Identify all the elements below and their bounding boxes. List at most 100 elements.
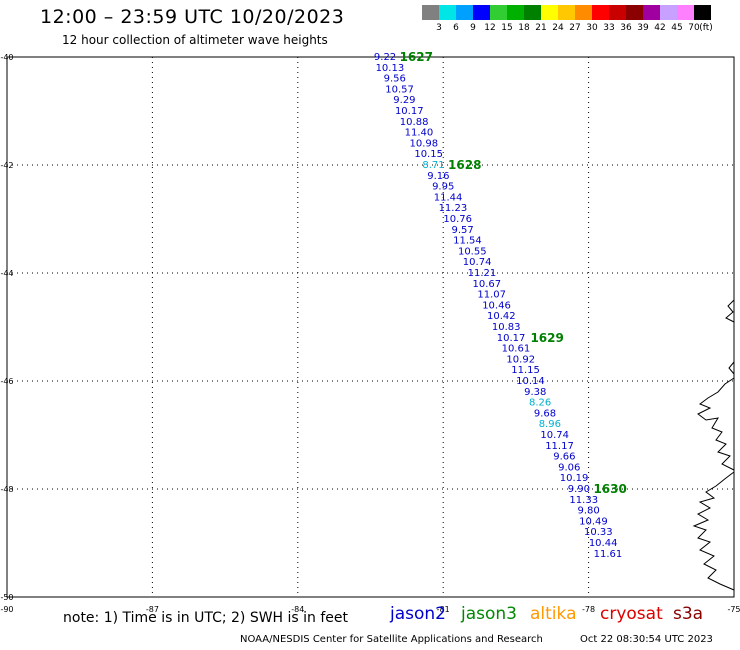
color-scale-label: 27 [569,23,581,33]
color-swatch [422,5,439,20]
color-scale-label: 3 [436,23,442,33]
time-label: 1627 [400,50,433,64]
chart-subtitle: 12 hour collection of altimeter wave hei… [62,33,328,47]
color-swatch [439,5,456,20]
wave-height-label: 11.07 [477,290,506,301]
wave-height-label: 11.40 [405,128,434,139]
color-swatch [490,5,507,20]
wave-height-label: 10.13 [376,63,405,74]
wave-height-label: 10.88 [400,117,429,128]
color-swatch [626,5,643,20]
color-swatch [558,5,575,20]
x-tick-label: -90 [0,605,13,614]
x-tick-label: -81 [437,605,450,614]
satellite-label-jason2: jason2 [390,604,446,624]
wave-height-label: 11.15 [511,365,540,376]
wave-height-label: 11.21 [468,268,497,279]
time-label: 1630 [593,482,626,496]
color-scale-label: 30 [586,23,598,33]
y-tick-label: -44 [0,269,13,278]
y-tick-label: -50 [0,593,13,602]
wave-height-label: 10.83 [492,322,521,333]
wave-height-label: 11.33 [569,495,598,506]
coastline [692,299,735,591]
x-tick-label: -84 [291,605,304,614]
wave-height-label: 9.90 [568,484,590,495]
satellite-label-jason3: jason3 [461,604,517,624]
wave-height-label: 11.17 [545,441,574,452]
wave-height-label: 9.56 [384,74,406,85]
wave-height-label: 8.26 [529,398,551,409]
color-swatch [524,5,541,20]
y-tick-label: -46 [0,377,13,386]
color-scale-label: 33 [603,23,615,33]
wave-height-label: 10.14 [516,376,545,387]
color-swatch [507,5,524,20]
wave-height-label: 10.76 [443,214,472,225]
wave-height-label: 9.38 [524,387,546,398]
color-swatch [541,5,558,20]
wave-height-label: 11.23 [439,203,468,214]
time-label: 1629 [530,331,563,345]
wave-height-label: 11.61 [594,549,623,560]
color-scale-label: 6 [453,23,459,33]
wave-height-label: 10.49 [579,516,608,527]
color-scale-label: 21 [535,23,547,33]
color-swatch [609,5,626,20]
color-scale-label: 9 [470,23,476,33]
wave-height-label: 10.17 [395,106,424,117]
y-tick-label: -48 [0,485,13,494]
wave-height-label: 9.22 [374,52,396,63]
color-scale-label: 18 [518,23,530,33]
color-swatch [575,5,592,20]
time-label: 1628 [448,158,481,172]
wave-height-label: 11.54 [453,236,482,247]
wave-height-label: 9.66 [553,452,575,463]
credit-line: NOAA/NESDIS Center for Satellite Applica… [240,634,543,645]
wave-height-label: 10.74 [463,257,492,268]
wave-height-label: 10.98 [409,138,438,149]
wave-height-label: 9.57 [451,225,473,236]
wave-height-label: 10.19 [560,473,589,484]
color-swatch [660,5,677,20]
wave-height-label: 9.06 [558,462,580,473]
generated-timestamp: Oct 22 08:30:54 UTC 2023 [580,634,713,645]
chart-title: 12:00 – 23:59 UTC 10/20/2023 [40,6,345,28]
x-tick-label: -87 [146,605,159,614]
wave-height-label: 9.16 [427,171,449,182]
wave-height-label: 10.55 [458,246,487,257]
x-tick-label: -78 [582,605,595,614]
wave-height-label: 10.61 [502,344,531,355]
wave-height-label: 10.92 [506,354,535,365]
wave-height-label: 11.44 [434,192,463,203]
wave-height-label: 10.42 [487,311,516,322]
satellite-label-cryosat: cryosat [600,604,663,624]
wave-height-label: 9.68 [534,408,556,419]
plot-frame [6,56,735,598]
y-tick-label: -42 [0,161,13,170]
wave-height-label: 9.29 [393,95,415,106]
wave-height-label: 10.74 [540,430,569,441]
wave-height-label: 10.15 [414,149,443,160]
wave-height-label: 10.33 [584,527,613,538]
satellite-label-altika: altika [530,604,577,624]
wave-height-label: 8.71 [422,160,444,171]
color-scale-label: (ft) [699,23,713,33]
color-scale-label: 70 [688,23,700,33]
color-swatch [473,5,490,20]
x-tick-label: -75 [727,605,740,614]
color-scale-label: 12 [484,23,496,33]
wave-height-label: 10.57 [385,84,414,95]
wave-height-label: 9.95 [432,182,454,193]
wave-height-label: 8.96 [539,419,561,430]
color-swatch [677,5,694,20]
satellite-label-s3a: s3a [673,604,704,624]
color-scale-label: 42 [654,23,666,33]
color-scale-label: 24 [552,23,564,33]
color-scale-label: 45 [671,23,683,33]
color-swatch [456,5,473,20]
color-scale-label: 36 [620,23,632,33]
wave-height-label: 9.80 [577,506,599,517]
color-swatch [694,5,711,20]
